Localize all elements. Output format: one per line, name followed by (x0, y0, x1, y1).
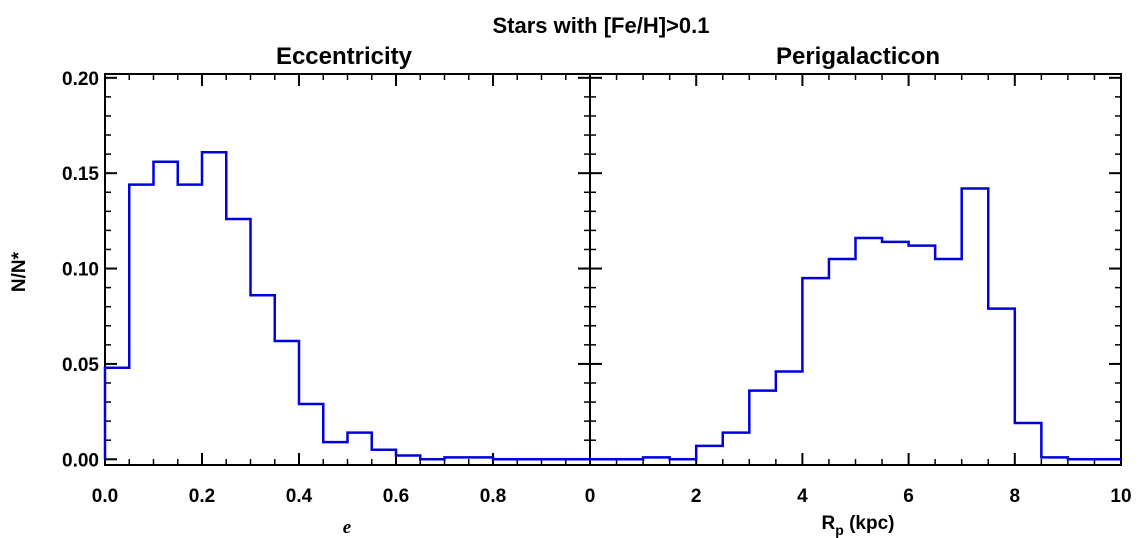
y-tick-label: 0.00 (62, 450, 99, 471)
x-tick-label: 0.6 (383, 486, 409, 507)
x-tick-label: 4 (797, 486, 808, 507)
histogram-series (103, 150, 590, 461)
panel-title-eccentricity: Eccentricity (276, 43, 413, 70)
eccentricity-panel: 0.00 0.05 0.10 0.15 0.20 0.0 0.2 0.4 0.6 0.8 (62, 69, 591, 507)
x-tick-label: 0.8 (480, 486, 506, 507)
figure-title: Stars with [Fe/H]>0.1 (492, 13, 709, 38)
y-tick-label: 0.10 (62, 260, 99, 281)
y-tick-label: 0.05 (62, 355, 99, 376)
perigalacticon-panel: 0 2 4 6 8 10 (585, 73, 1132, 507)
x-tick-label: 0.0 (92, 486, 118, 507)
x-tick-label: 6 (903, 486, 914, 507)
y-axis-label: N/N* (9, 251, 30, 292)
y-tick-label: 0.20 (62, 69, 99, 90)
x-axis-label-r: R (822, 513, 836, 534)
x-tick-label: 10 (1110, 486, 1131, 507)
panel-title-perigalacticon: Perigalacticon (776, 43, 940, 70)
plot-frame (104, 73, 591, 466)
y-tick-label: 0.15 (62, 164, 99, 185)
x-axis-label-units: (kpc) (844, 513, 895, 534)
x-tick-label: 0.2 (189, 486, 215, 507)
x-tick-label: 0 (585, 486, 596, 507)
x-axis-label-perigalacticon: Rp (kpc) (822, 513, 895, 538)
x-tick-label: 0.4 (286, 486, 313, 507)
plot-frame (589, 73, 1122, 466)
x-axis-label-eccentricity: e (343, 517, 352, 538)
histogram-series (590, 187, 1121, 461)
x-tick-label: 2 (691, 486, 702, 507)
x-tick-label: 8 (1010, 486, 1021, 507)
x-axis-label-subscript: p (835, 522, 844, 538)
